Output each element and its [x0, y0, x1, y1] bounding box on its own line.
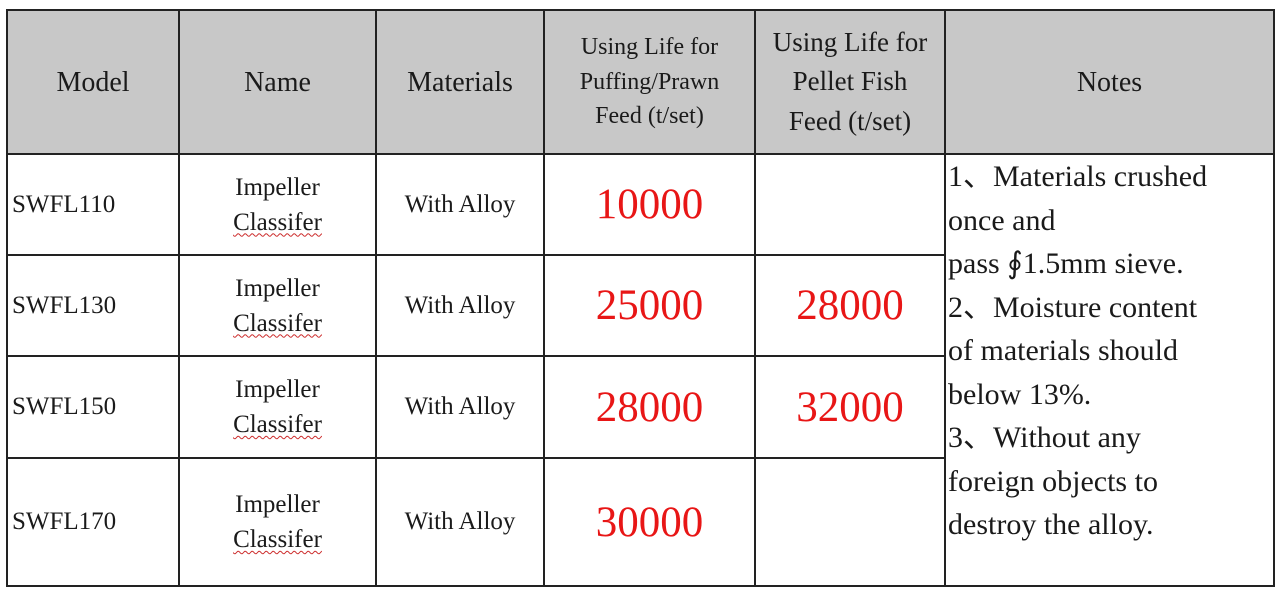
- table-row: SWFL170 Impeller Classifer With Alloy 30…: [6, 457, 1274, 587]
- header-pellet-life-line2: Pellet Fish: [792, 66, 908, 97]
- note-line: of materials should: [948, 334, 1178, 367]
- puffing-life-cell: 25000: [543, 254, 756, 357]
- note-line: once and: [948, 203, 1056, 237]
- note-line: destroy the alloy.: [948, 508, 1154, 541]
- model-cell: SWFL150: [6, 355, 180, 459]
- name-line2: Classifer: [233, 411, 322, 438]
- header-puffing-life: Using Life for Puffing/Prawn Feed (t/set…: [543, 9, 756, 155]
- materials-cell: With Alloy: [375, 153, 545, 256]
- header-model: Model: [6, 9, 180, 155]
- puffing-life-cell: 10000: [543, 153, 756, 256]
- name-line2: Classifer: [233, 208, 322, 236]
- table-row: SWFL130 Impeller Classifer With Alloy 25…: [6, 254, 1274, 357]
- note-line: below 13%.: [948, 377, 1092, 411]
- notes-cell: 1、Materials crushed once and pass ∮1.5mm…: [944, 153, 1275, 587]
- puffing-life-cell: 30000: [543, 457, 756, 587]
- header-materials: Materials: [375, 9, 545, 155]
- model-cell: SWFL130: [6, 254, 180, 357]
- name-line1: Impeller: [235, 491, 320, 518]
- name-cell: Impeller Classifer: [178, 457, 377, 587]
- note-line: 2、Moisture content: [948, 290, 1198, 324]
- name-line1: Impeller: [235, 376, 320, 403]
- name-cell: Impeller Classifer: [178, 254, 377, 357]
- note-line: foreign objects to: [948, 464, 1158, 498]
- pellet-life-cell: 28000: [754, 254, 946, 357]
- model-cell: SWFL110: [6, 153, 180, 256]
- header-puffing-life-line1: Using Life for: [580, 33, 719, 60]
- name-cell: Impeller Classifer: [178, 355, 377, 459]
- header-pellet-life: Using Life for Pellet Fish Feed (t/set): [754, 9, 946, 155]
- header-pellet-life-line1: Using Life for: [772, 27, 928, 58]
- table-row: SWFL110 Impeller Classifer With Alloy 10…: [6, 153, 1275, 587]
- name-cell: Impeller Classifer: [178, 153, 377, 256]
- name-line2: Classifer: [233, 526, 322, 553]
- pellet-life-cell: [754, 457, 946, 587]
- note-line: 1、Materials crushed: [948, 160, 1208, 193]
- header-row: Model Name Materials Using Life for Puff…: [6, 9, 1275, 155]
- header-pellet-life-line3: Feed (t/set): [788, 105, 912, 136]
- header-notes: Notes: [944, 9, 1275, 155]
- header-puffing-life-line2: Puffing/Prawn: [579, 68, 720, 95]
- pellet-life-cell: [754, 153, 946, 256]
- name-line1: Impeller: [235, 173, 320, 201]
- note-line: pass ∮1.5mm sieve.: [948, 247, 1184, 280]
- model-cell: SWFL170: [6, 457, 180, 587]
- name-line1: Impeller: [235, 274, 320, 302]
- materials-cell: With Alloy: [375, 254, 545, 357]
- header-puffing-life-line3: Feed (t/set): [595, 103, 704, 130]
- table-row: SWFL150 Impeller Classifer With Alloy 28…: [6, 355, 1274, 459]
- puffing-life-cell: 28000: [543, 355, 756, 459]
- header-name: Name: [178, 9, 377, 155]
- materials-cell: With Alloy: [375, 457, 545, 587]
- name-line2: Classifer: [233, 309, 322, 337]
- pellet-life-cell: 32000: [754, 355, 946, 459]
- spec-table: Model Name Materials Using Life for Puff…: [6, 9, 1275, 587]
- note-line: 3、Without any: [948, 421, 1141, 454]
- materials-cell: With Alloy: [375, 355, 545, 459]
